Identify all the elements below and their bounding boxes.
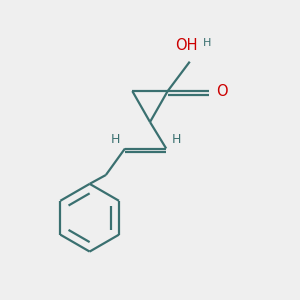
Text: O: O — [216, 84, 228, 99]
Text: OH: OH — [176, 38, 198, 53]
Text: H: H — [110, 133, 120, 146]
Text: H: H — [172, 133, 181, 146]
Text: H: H — [203, 38, 212, 47]
